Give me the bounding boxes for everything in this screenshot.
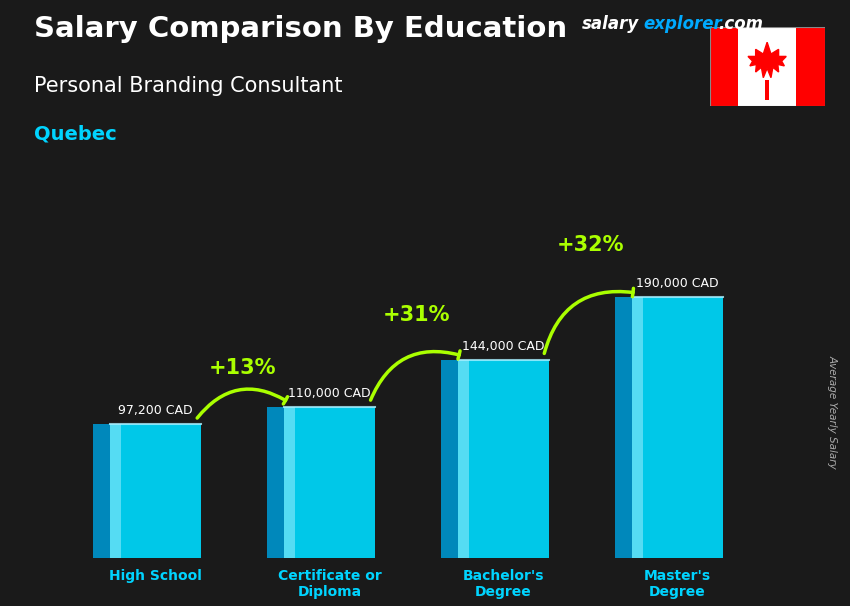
Text: 110,000 CAD: 110,000 CAD	[288, 387, 371, 400]
Text: +13%: +13%	[209, 358, 276, 379]
Text: .com: .com	[718, 15, 763, 33]
Text: +31%: +31%	[382, 305, 450, 325]
Bar	[710, 27, 739, 106]
Bar	[110, 424, 201, 558]
Bar	[110, 424, 121, 558]
Text: Salary Comparison By Education: Salary Comparison By Education	[34, 15, 567, 43]
Bar	[632, 297, 722, 558]
Polygon shape	[615, 297, 632, 558]
Polygon shape	[93, 424, 111, 558]
Text: Average Yearly Salary: Average Yearly Salary	[827, 355, 837, 469]
Bar	[458, 360, 549, 558]
Text: Personal Branding Consultant: Personal Branding Consultant	[34, 76, 343, 96]
Text: explorer: explorer	[643, 15, 722, 33]
Polygon shape	[441, 360, 458, 558]
Bar	[284, 407, 375, 558]
Text: salary: salary	[582, 15, 639, 33]
Text: 97,200 CAD: 97,200 CAD	[118, 404, 193, 418]
Text: Quebec: Quebec	[34, 124, 116, 143]
Text: 144,000 CAD: 144,000 CAD	[462, 341, 545, 353]
Bar	[632, 297, 643, 558]
Polygon shape	[267, 407, 284, 558]
Bar	[796, 27, 824, 106]
Polygon shape	[748, 42, 786, 78]
Text: 190,000 CAD: 190,000 CAD	[637, 278, 719, 290]
Bar	[284, 407, 295, 558]
Text: +32%: +32%	[557, 235, 624, 255]
Bar	[458, 360, 469, 558]
Bar	[765, 81, 769, 100]
